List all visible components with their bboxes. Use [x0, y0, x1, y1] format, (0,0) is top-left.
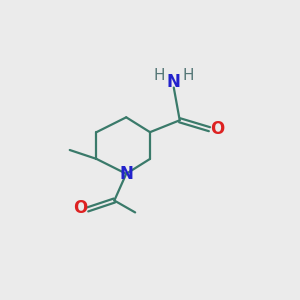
Text: O: O	[73, 199, 87, 217]
Text: N: N	[119, 165, 133, 183]
Text: H: H	[183, 68, 194, 83]
Text: O: O	[210, 120, 224, 138]
Text: H: H	[153, 68, 165, 83]
Text: N: N	[167, 73, 181, 91]
